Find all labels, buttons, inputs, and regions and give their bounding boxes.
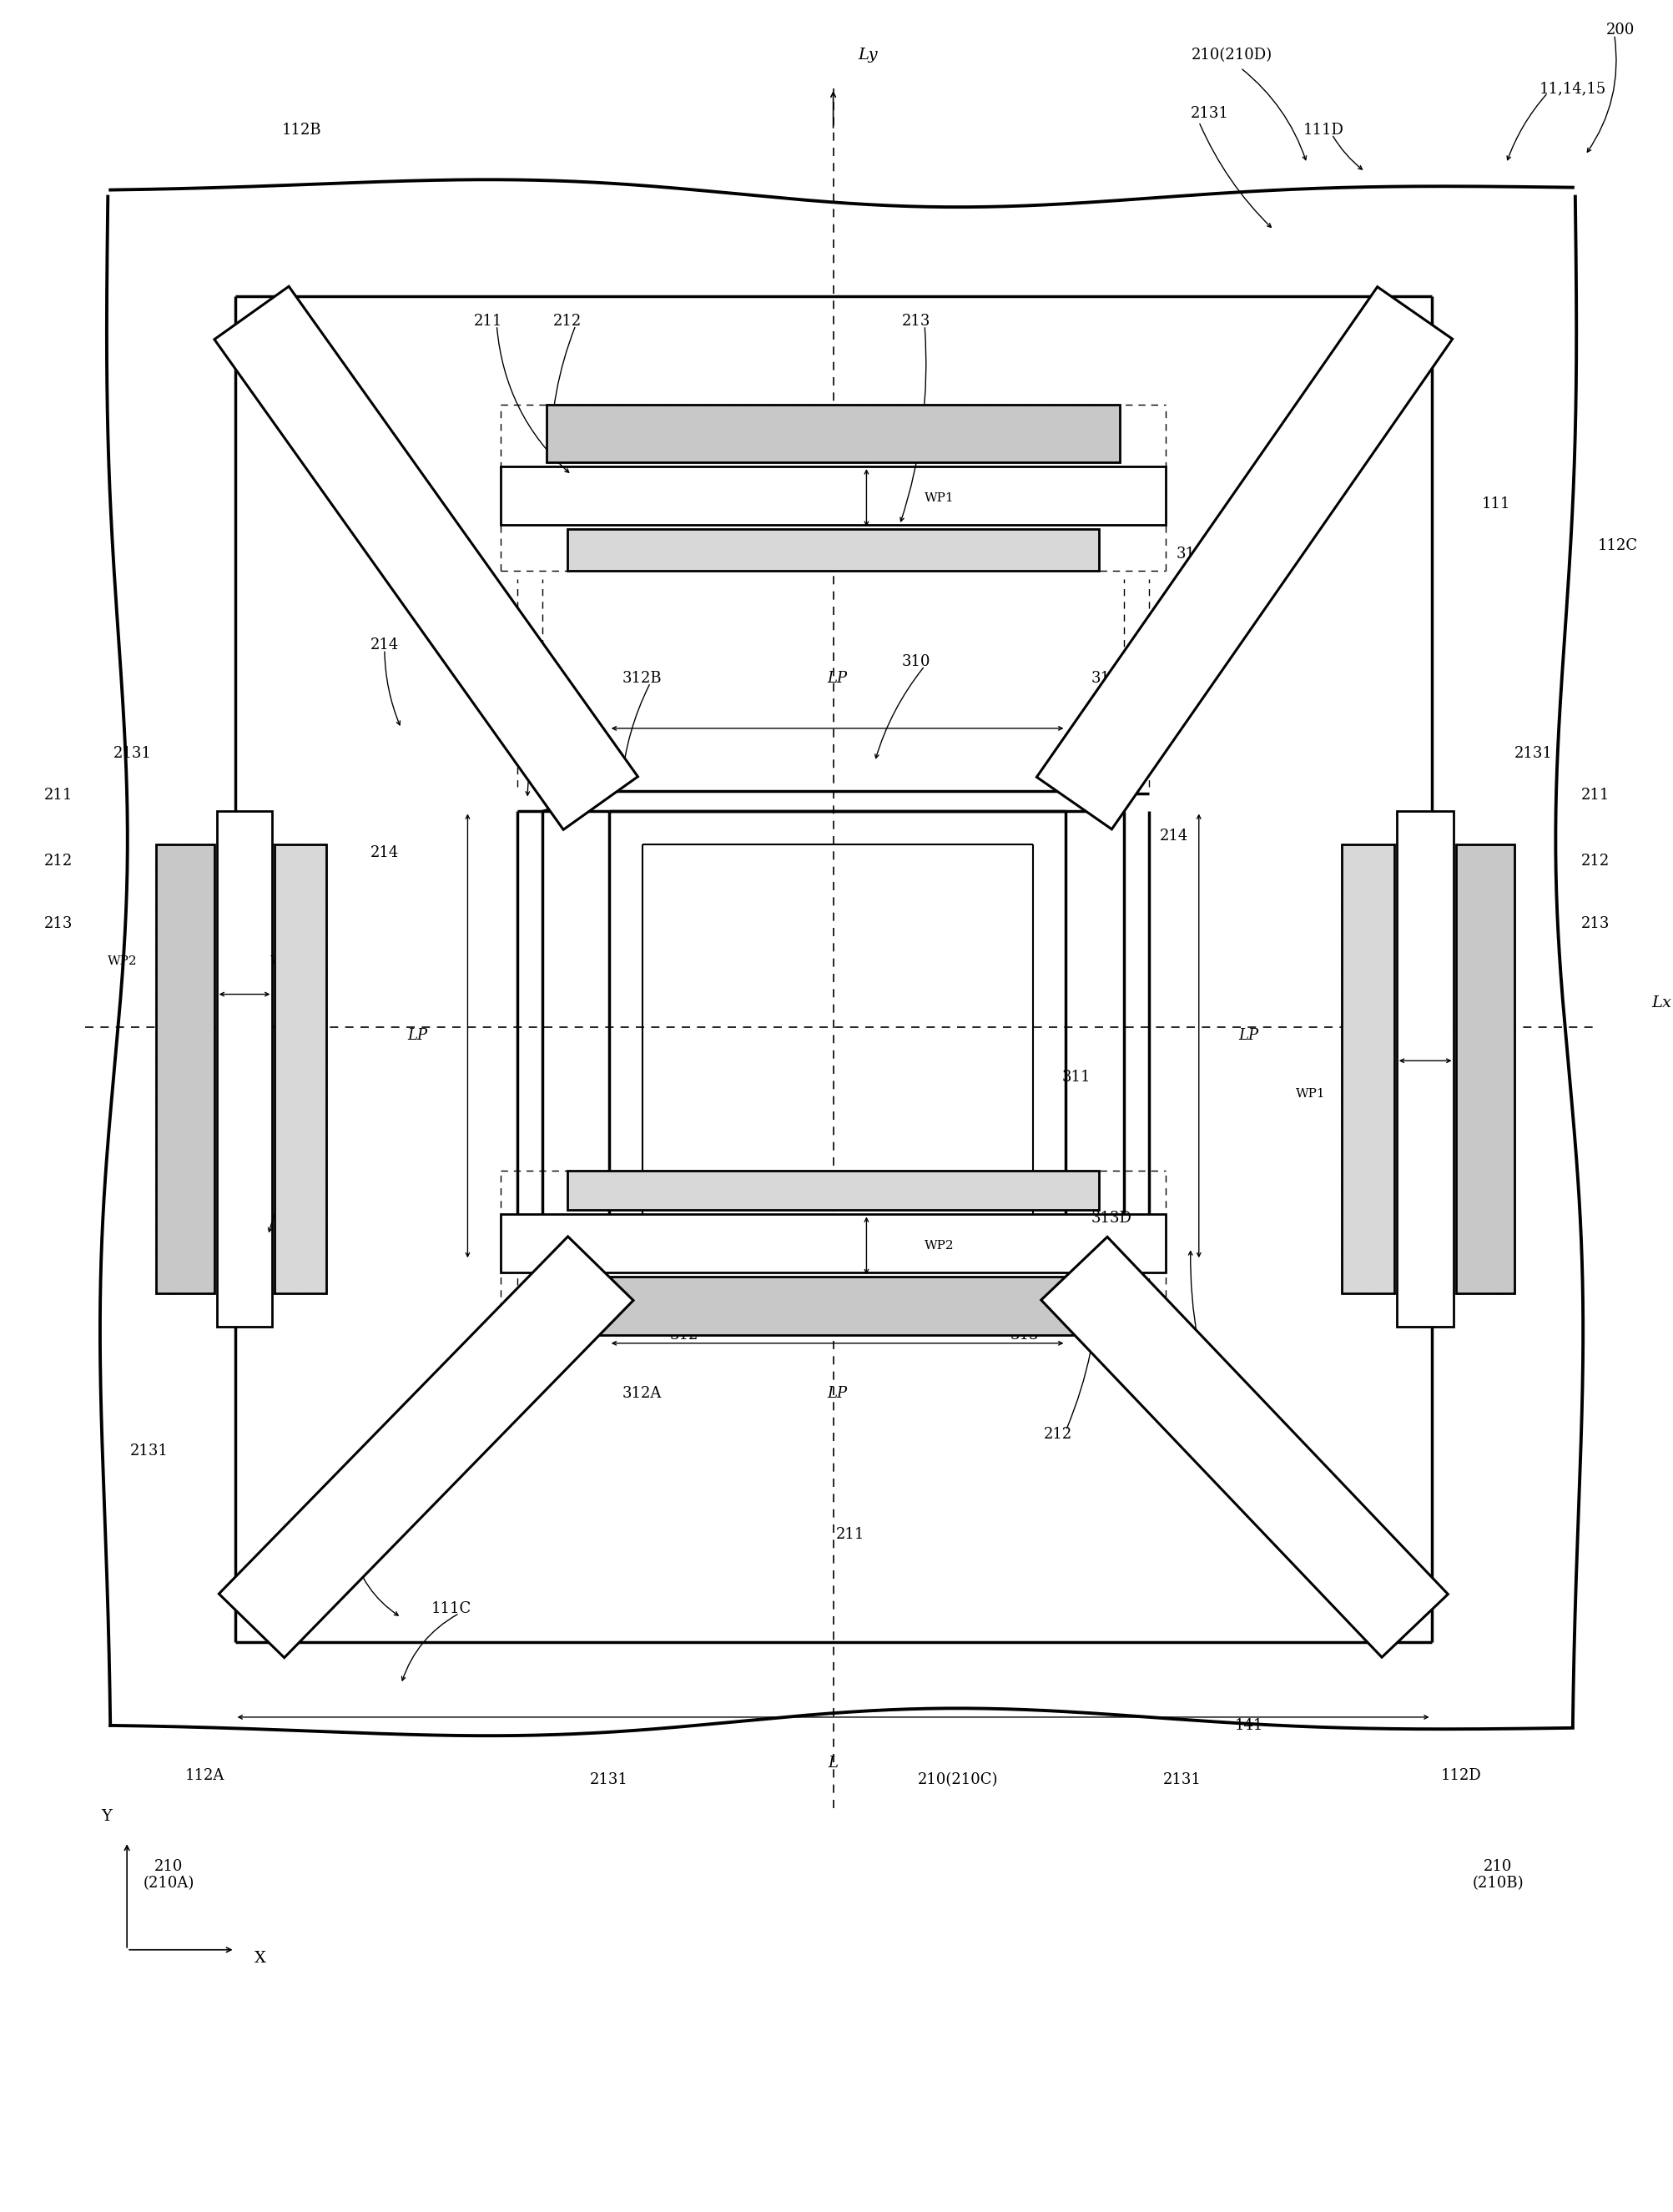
Text: 312B: 312B bbox=[622, 670, 663, 686]
Text: 2131: 2131 bbox=[130, 1444, 169, 1458]
Bar bbox=[1395, 812, 1454, 1327]
Text: 2131: 2131 bbox=[1514, 745, 1553, 761]
Text: 214: 214 bbox=[1159, 830, 1188, 843]
Text: WP2: WP2 bbox=[1471, 1088, 1499, 1099]
Text: 213: 213 bbox=[1581, 916, 1609, 931]
Text: 212: 212 bbox=[1581, 854, 1609, 869]
Text: 111B: 111B bbox=[1308, 1535, 1348, 1551]
Text: 112D: 112D bbox=[1440, 1767, 1481, 1783]
Text: 2131: 2131 bbox=[589, 1772, 627, 1787]
Bar bbox=[547, 405, 1119, 462]
Text: Y: Y bbox=[100, 1809, 112, 1825]
Text: 214: 214 bbox=[370, 845, 398, 860]
Text: WP1: WP1 bbox=[1295, 1088, 1325, 1099]
Text: 111A: 111A bbox=[323, 1535, 363, 1551]
Text: WP2: WP2 bbox=[923, 429, 954, 442]
Text: WP2: WP2 bbox=[923, 1241, 954, 1252]
Text: LP: LP bbox=[408, 1029, 428, 1044]
Text: 214: 214 bbox=[1201, 1427, 1230, 1442]
Text: 312A: 312A bbox=[622, 1385, 661, 1400]
Text: 213: 213 bbox=[902, 314, 930, 330]
Text: 212: 212 bbox=[552, 314, 581, 330]
Bar bbox=[547, 1276, 1119, 1334]
Text: 210
(210B): 210 (210B) bbox=[1472, 1858, 1522, 1891]
Text: 312: 312 bbox=[669, 1327, 698, 1343]
Text: L: L bbox=[828, 1756, 838, 1770]
Text: Lx: Lx bbox=[1651, 995, 1671, 1011]
Text: WP1: WP1 bbox=[923, 1188, 954, 1199]
Bar bbox=[567, 1170, 1099, 1210]
Text: 112C: 112C bbox=[1598, 538, 1638, 553]
Text: 316B: 316B bbox=[1099, 1318, 1138, 1334]
Text: LP: LP bbox=[1238, 1029, 1258, 1044]
Bar bbox=[1456, 845, 1514, 1294]
Text: 212: 212 bbox=[45, 854, 74, 869]
Text: 316A: 316A bbox=[522, 679, 562, 695]
Bar bbox=[156, 845, 214, 1294]
Text: 315: 315 bbox=[1176, 546, 1205, 562]
Text: 141: 141 bbox=[1233, 1719, 1263, 1732]
Text: 111: 111 bbox=[1481, 495, 1509, 511]
Text: 11,14,15: 11,14,15 bbox=[1539, 82, 1606, 95]
Text: 210(210C): 210(210C) bbox=[917, 1772, 997, 1787]
Text: 2131: 2131 bbox=[1190, 106, 1228, 122]
Text: 210(210D): 210(210D) bbox=[1191, 49, 1271, 62]
Bar bbox=[500, 467, 1164, 524]
Text: 211: 211 bbox=[1581, 787, 1609, 803]
Text: LP: LP bbox=[826, 670, 847, 686]
Bar bbox=[567, 529, 1099, 571]
Bar bbox=[216, 812, 273, 1327]
Text: 211: 211 bbox=[43, 787, 74, 803]
Text: 311: 311 bbox=[1062, 1071, 1091, 1084]
Text: 214: 214 bbox=[1134, 637, 1163, 653]
Text: 111C: 111C bbox=[430, 1601, 470, 1617]
Text: 310: 310 bbox=[902, 655, 930, 670]
Text: 2131: 2131 bbox=[114, 745, 152, 761]
Text: 112A: 112A bbox=[186, 1767, 224, 1783]
Text: WP1: WP1 bbox=[923, 493, 954, 504]
Text: WP1: WP1 bbox=[269, 956, 299, 967]
Text: 313C: 313C bbox=[1091, 670, 1131, 686]
Text: X: X bbox=[254, 1951, 266, 1966]
Text: 112B: 112B bbox=[281, 122, 321, 137]
Text: Ly: Ly bbox=[858, 49, 877, 62]
Text: LP: LP bbox=[826, 1385, 847, 1400]
Polygon shape bbox=[1036, 288, 1452, 830]
Bar bbox=[500, 1214, 1164, 1272]
Polygon shape bbox=[219, 1237, 632, 1657]
Text: 213: 213 bbox=[43, 916, 74, 931]
Text: 111D: 111D bbox=[1303, 122, 1343, 137]
Text: 212: 212 bbox=[1042, 1427, 1071, 1442]
Text: 313: 313 bbox=[1009, 1327, 1039, 1343]
Text: 214: 214 bbox=[370, 637, 398, 653]
Text: 211: 211 bbox=[473, 314, 502, 330]
Text: 200: 200 bbox=[1604, 22, 1635, 38]
Polygon shape bbox=[1041, 1237, 1447, 1657]
Text: 314: 314 bbox=[288, 1152, 316, 1168]
Text: WP2: WP2 bbox=[107, 956, 137, 967]
Text: 313D: 313D bbox=[1091, 1212, 1131, 1225]
Bar bbox=[274, 845, 326, 1294]
Bar bbox=[1342, 845, 1394, 1294]
Text: 210
(210A): 210 (210A) bbox=[142, 1858, 194, 1891]
Text: 2131: 2131 bbox=[1163, 1772, 1201, 1787]
Text: 211: 211 bbox=[835, 1526, 863, 1542]
Polygon shape bbox=[214, 285, 637, 830]
